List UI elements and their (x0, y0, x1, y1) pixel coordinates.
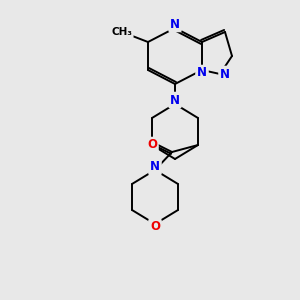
Text: N: N (170, 94, 180, 106)
Text: O: O (147, 139, 157, 152)
Text: O: O (150, 220, 160, 233)
Text: N: N (170, 17, 180, 31)
Text: N: N (197, 67, 207, 80)
Text: N: N (150, 160, 160, 173)
Text: N: N (220, 68, 230, 80)
Text: CH₃: CH₃ (112, 27, 133, 37)
